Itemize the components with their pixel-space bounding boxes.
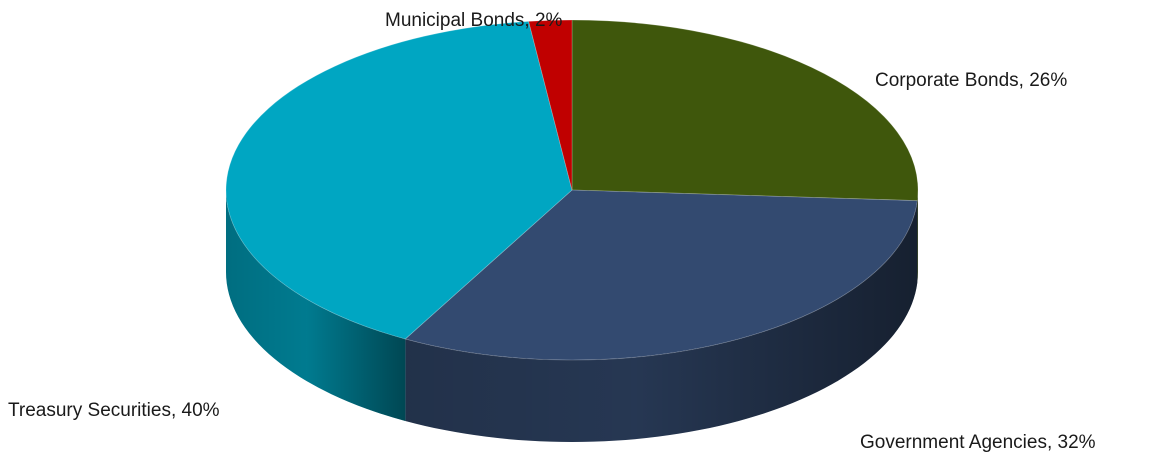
slice-label-government-agencies: Government Agencies, 32% <box>860 432 1096 453</box>
slice-label-treasury-securities: Treasury Securities, 40% <box>8 400 220 421</box>
pie-slice-treasury-securities <box>225 20 573 340</box>
pie-side-shade <box>226 190 406 421</box>
pie-side-shade <box>917 190 918 283</box>
pie-tops <box>225 19 919 361</box>
slice-label-municipal-bonds: Municipal Bonds, 2% <box>385 10 563 31</box>
pie-labels: Corporate Bonds, 26% Government Agencies,… <box>8 10 1096 453</box>
pie-side-shade <box>405 200 918 442</box>
pie-slice-government-agencies <box>404 189 918 361</box>
pie-slice-corporate-bonds <box>571 19 919 202</box>
slice-label-corporate-bonds: Corporate Bonds, 26% <box>875 70 1067 91</box>
pie-sides <box>226 190 918 442</box>
pie-slice-municipal-bonds <box>528 19 573 191</box>
